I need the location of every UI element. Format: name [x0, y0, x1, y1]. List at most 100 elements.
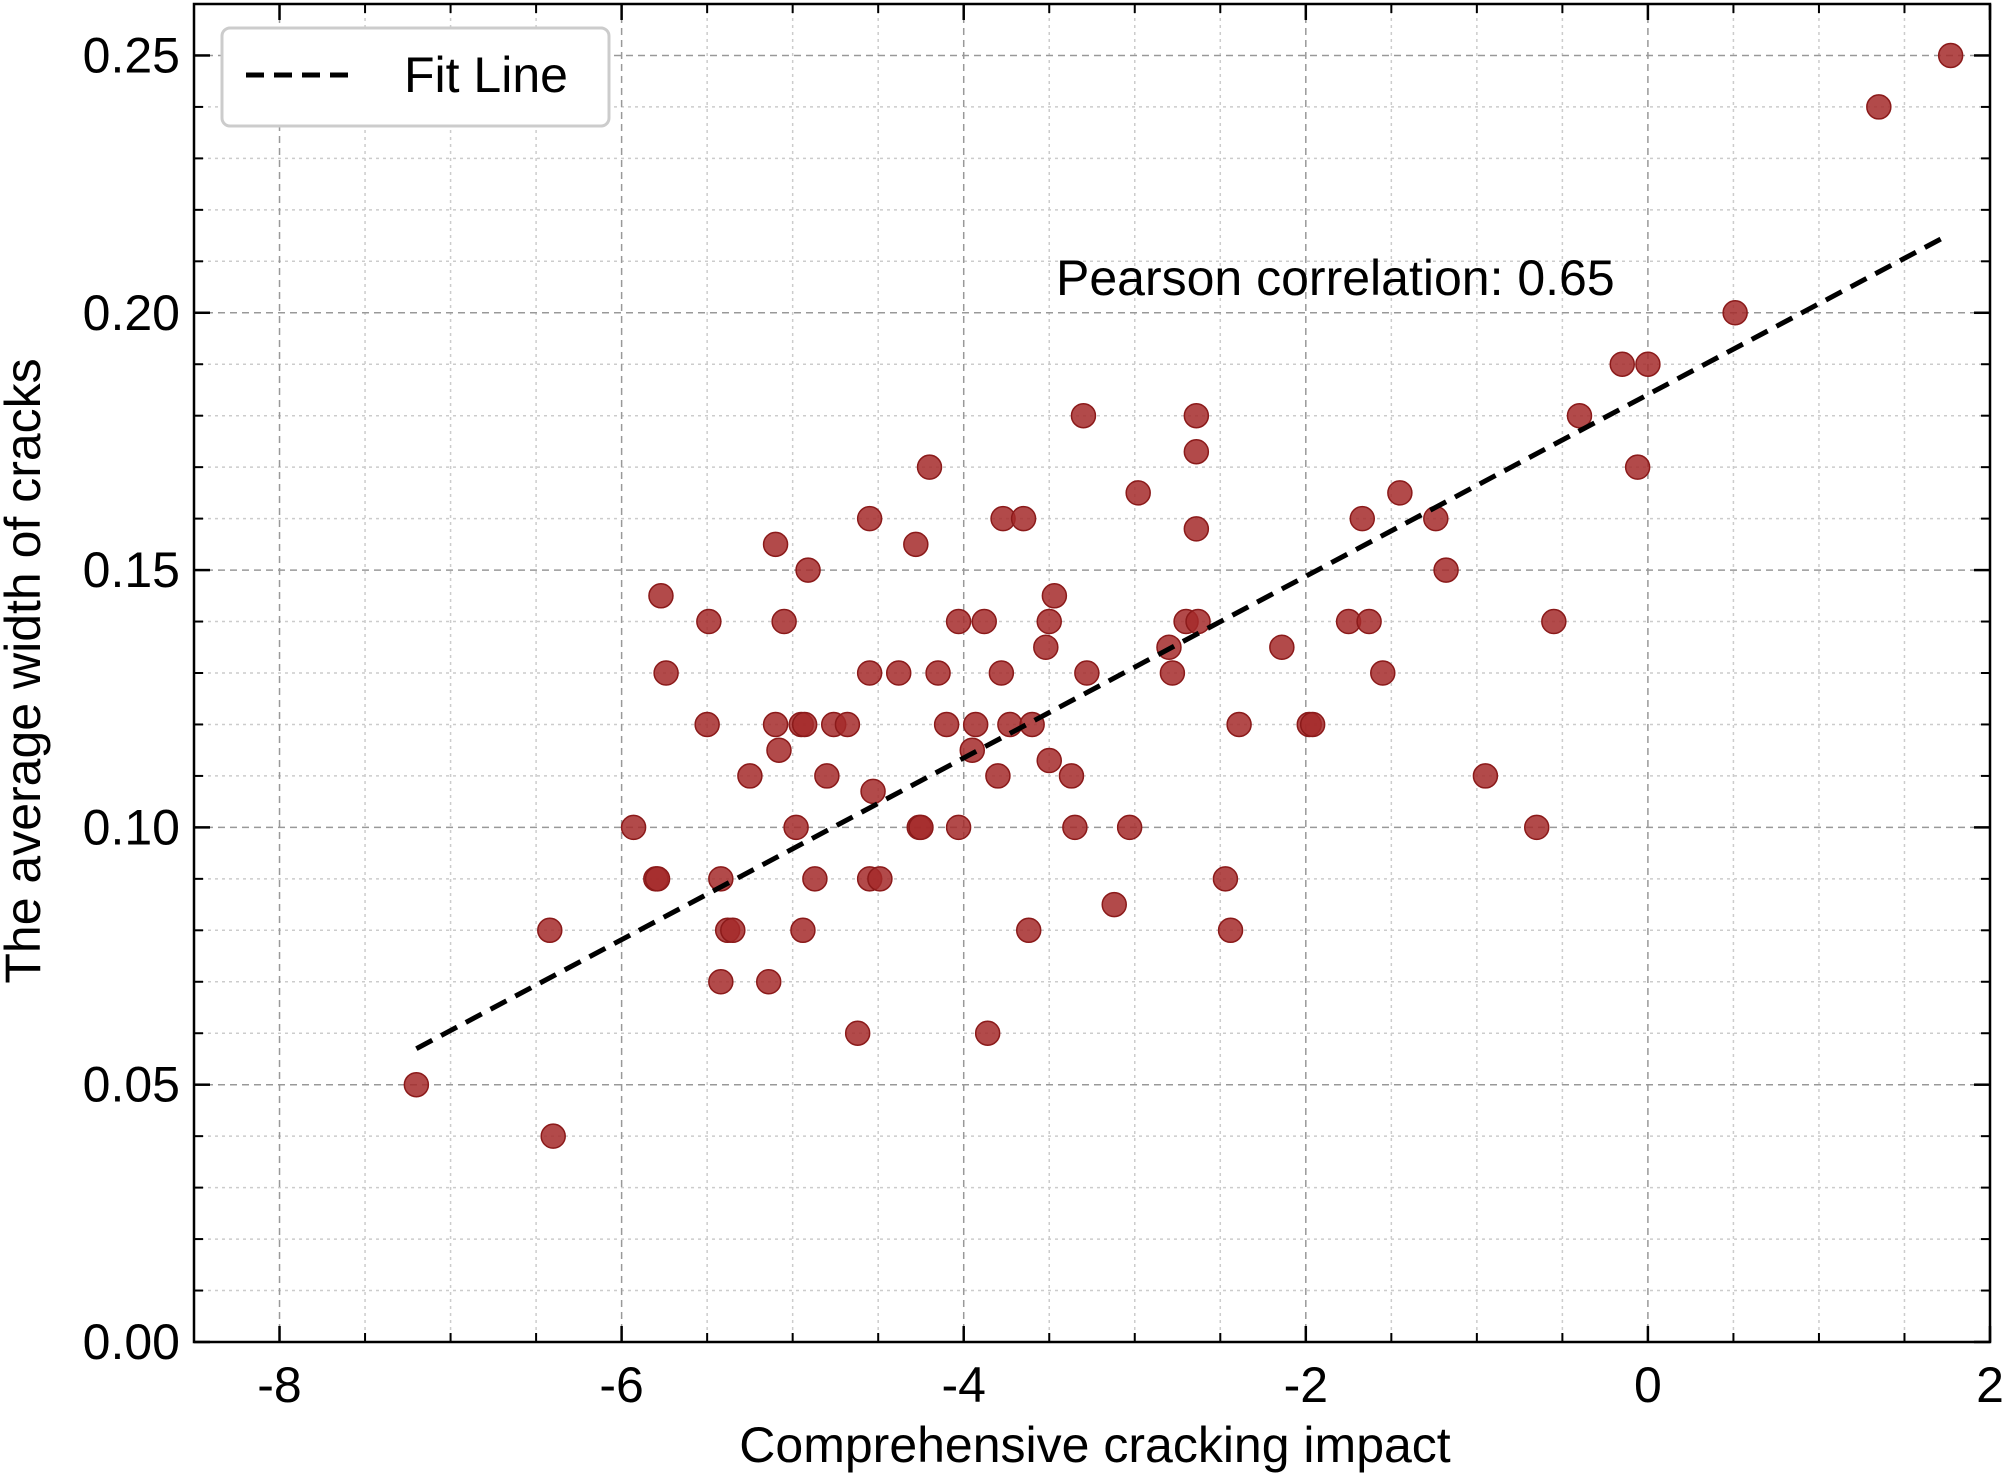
data-point: [790, 917, 816, 944]
data-point: [737, 763, 763, 789]
data-point: [1541, 608, 1567, 635]
data-point: [945, 608, 972, 635]
data-point: [403, 1071, 430, 1098]
data-point: [766, 737, 792, 763]
data-point: [1041, 583, 1068, 609]
data-point: [814, 763, 840, 789]
x-tick-label: -8: [257, 1357, 301, 1413]
data-point: [933, 711, 960, 738]
data-point: [620, 814, 647, 841]
data-point: [1010, 505, 1037, 532]
x-tick-label: 2: [1976, 1357, 2004, 1413]
data-point: [1036, 608, 1062, 635]
data-point: [1058, 763, 1085, 789]
data-point: [762, 711, 789, 738]
data-point: [1269, 634, 1295, 661]
legend: Fit Line: [220, 26, 611, 128]
data-point: [1116, 814, 1143, 841]
data-point: [1433, 557, 1459, 583]
data-point: [844, 1020, 871, 1046]
data-point: [762, 531, 789, 558]
data-point: [1212, 866, 1239, 892]
data-point: [1183, 438, 1210, 465]
fit-line-group: [415, 233, 1949, 1051]
data-point: [856, 660, 883, 686]
data-point: [1349, 505, 1376, 532]
data-point: [540, 1123, 566, 1149]
data-point: [1635, 351, 1661, 377]
data-point: [1015, 917, 1042, 944]
data-point: [1226, 711, 1252, 738]
x-tick-label: -2: [1284, 1357, 1328, 1413]
data-point: [1356, 608, 1382, 635]
fit-line: [415, 233, 1949, 1051]
x-tick-label: -4: [941, 1357, 985, 1413]
data-point: [1159, 660, 1186, 686]
data-point: [720, 917, 746, 944]
y-tick-labels: 0.00 0.05 0.10 0.15 0.20 0.25: [83, 27, 180, 1370]
data-point: [1523, 814, 1550, 841]
plot-frame: [192, 2, 1992, 1344]
data-point: [537, 917, 563, 944]
data-point: [962, 711, 989, 738]
y-tick-label: 0.10: [83, 799, 180, 855]
data-point: [1866, 94, 1892, 120]
data-point: [1217, 917, 1244, 944]
data-point: [755, 969, 782, 995]
y-axis-label: The average width of cracks: [0, 358, 51, 983]
data-point: [1937, 42, 1964, 69]
data-point: [694, 711, 720, 738]
data-point: [771, 608, 797, 635]
legend-box: [220, 26, 611, 128]
data-point: [1185, 608, 1211, 635]
data-point: [1183, 516, 1210, 542]
data-point: [974, 1020, 1001, 1046]
y-tick-label: 0.00: [83, 1314, 180, 1370]
data-point: [1101, 891, 1127, 918]
y-tick-label: 0.05: [83, 1057, 180, 1113]
data-point: [885, 660, 912, 686]
data-point: [696, 608, 722, 635]
data-point: [1472, 763, 1499, 789]
y-tick-label: 0.20: [83, 285, 180, 341]
data-point: [1125, 480, 1151, 506]
data-point: [856, 505, 883, 532]
data-point: [1387, 480, 1413, 506]
data-point: [708, 969, 734, 995]
data-point: [834, 711, 861, 738]
data-point: [1423, 505, 1449, 532]
axis-ticks: [193, 3, 1992, 1344]
data-point: [1062, 814, 1088, 841]
data-point: [867, 866, 893, 892]
data-point: [1033, 634, 1059, 661]
data-point: [971, 608, 997, 635]
data-point: [783, 814, 809, 841]
data-point: [925, 660, 951, 686]
data-point: [1566, 402, 1593, 429]
data-point: [644, 866, 671, 892]
data-point: [916, 454, 943, 480]
data-point: [945, 814, 972, 841]
data-point: [795, 557, 821, 583]
data-point: [908, 814, 934, 841]
data-point: [985, 763, 1011, 789]
x-tick-label: -6: [599, 1357, 643, 1413]
legend-entry-fit-line: Fit Line: [404, 47, 568, 103]
data-point: [648, 583, 674, 609]
y-tick-label: 0.25: [83, 27, 180, 83]
data-point: [1722, 300, 1748, 326]
data-point: [1036, 747, 1062, 774]
data-point: [860, 778, 886, 805]
y-tick-label: 0.15: [83, 542, 180, 598]
data-point: [1074, 660, 1100, 686]
x-tick-labels: -8 -6 -4 -2 0 2: [257, 1357, 2004, 1413]
x-axis-label: Comprehensive cracking impact: [739, 1417, 1451, 1473]
data-point: [1183, 402, 1210, 429]
data-point: [988, 660, 1015, 686]
data-point: [1624, 454, 1651, 480]
data-point: [1370, 660, 1396, 686]
pearson-annotation: Pearson correlation: 0.65: [1056, 250, 1615, 306]
data-point: [1609, 351, 1635, 377]
